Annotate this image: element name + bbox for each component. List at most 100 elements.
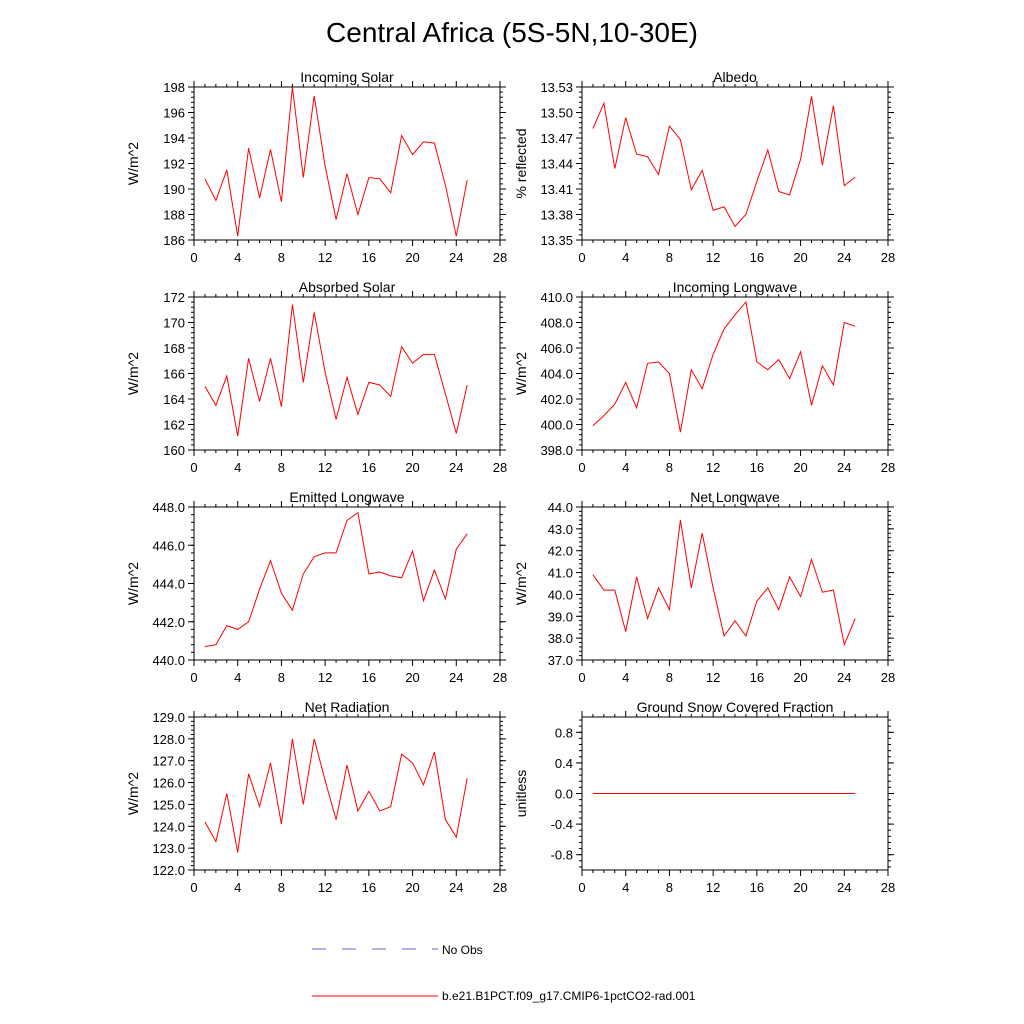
panel-title: Net Radiation (305, 699, 390, 715)
y-tick-label: 38.0 (548, 631, 573, 646)
y-tick-label: 0.4 (555, 756, 573, 771)
x-tick-label: 12 (706, 460, 720, 475)
y-tick-label: 13.44 (540, 157, 573, 172)
x-tick-label: 28 (881, 880, 895, 895)
y-axis-label: W/m^2 (513, 352, 529, 395)
y-tick-label: 398.0 (540, 443, 573, 458)
y-tick-label: 37.0 (548, 653, 573, 668)
x-tick-label: 24 (837, 670, 851, 685)
x-tick-label: 12 (706, 250, 720, 265)
x-tick-label: 16 (362, 880, 376, 895)
plot-frame (581, 296, 889, 451)
x-tick-label: 8 (666, 880, 673, 895)
y-tick-label: 168 (163, 341, 185, 356)
y-tick-label: 170 (163, 316, 185, 331)
y-axis-label: W/m^2 (125, 562, 141, 605)
y-tick-label: 440.0 (152, 653, 185, 668)
y-tick-label: 13.35 (540, 233, 573, 248)
y-tick-label: 408.0 (540, 316, 573, 331)
legend: No Obs b.e21.B1PCT.f09_g17.CMIP6-1pctCO2… (312, 943, 696, 1003)
x-tick-label: 28 (493, 670, 507, 685)
panel-net-longwave: Net Longwave W/m^2 0 4 8 12 16 20 24 28 37.0 38.0 39… (513, 489, 895, 685)
y-tick-label: 172 (163, 290, 185, 305)
y-tick-label: 400.0 (540, 418, 573, 433)
y-tick-label: 13.53 (540, 80, 573, 95)
panel-title: Albedo (713, 69, 757, 85)
x-tick-label: 20 (793, 250, 807, 265)
x-tick-label: 4 (234, 250, 241, 265)
y-tick-label: 39.0 (548, 609, 573, 624)
x-tick-label: 12 (318, 670, 332, 685)
x-tick-label: 16 (750, 670, 764, 685)
x-tick-label: 4 (622, 250, 629, 265)
x-tick-label: 12 (318, 460, 332, 475)
y-tick-label: 128.0 (152, 732, 185, 747)
y-tick-label: 196 (163, 106, 185, 121)
y-axis-label: W/m^2 (513, 562, 529, 605)
y-tick-label: 186 (163, 233, 185, 248)
panel-title: Incoming Longwave (673, 279, 798, 295)
x-tick-label: 12 (706, 880, 720, 895)
y-tick-label: 188 (163, 208, 185, 223)
y-tick-label: 44.0 (548, 500, 573, 515)
y-tick-label: 122.0 (152, 863, 185, 878)
x-tick-label: 28 (493, 460, 507, 475)
x-tick-label: 8 (278, 670, 285, 685)
panel-title: Ground Snow Covered Fraction (637, 699, 834, 715)
y-tick-label: 13.50 (540, 106, 573, 121)
x-tick-label: 0 (190, 250, 197, 265)
x-tick-label: 20 (793, 670, 807, 685)
y-tick-label: 127.0 (152, 754, 185, 769)
y-tick-label: 164 (163, 392, 185, 407)
y-tick-label: 442.0 (152, 615, 185, 630)
y-tick-label: 166 (163, 367, 185, 382)
x-tick-label: 20 (793, 460, 807, 475)
y-tick-label: 194 (163, 131, 185, 146)
y-tick-label: 448.0 (152, 500, 185, 515)
x-tick-label: 24 (449, 460, 463, 475)
x-tick-label: 16 (362, 250, 376, 265)
panel-title: Net Longwave (690, 489, 780, 505)
series-line (204, 511, 468, 648)
panel-emitted-longwave: Emitted Longwave W/m^2 0 4 8 12 16 20 24 28 440.0 4… (125, 489, 507, 685)
x-tick-label: 28 (881, 460, 895, 475)
x-tick-label: 12 (318, 880, 332, 895)
y-tick-label: 198 (163, 80, 185, 95)
x-tick-label: 28 (881, 250, 895, 265)
x-tick-label: 8 (278, 880, 285, 895)
x-tick-label: 0 (578, 880, 585, 895)
x-tick-label: 12 (318, 250, 332, 265)
y-tick-label: 13.38 (540, 208, 573, 223)
y-tick-label: 406.0 (540, 341, 573, 356)
x-tick-label: 24 (449, 250, 463, 265)
panel-net-radiation: Net Radiation W/m^2 0 4 8 12 16 20 24 28 122.0 123.… (125, 699, 507, 895)
plot-frame (581, 506, 889, 661)
x-tick-label: 4 (234, 670, 241, 685)
plot-frame (193, 716, 501, 871)
y-tick-label: 162 (163, 418, 185, 433)
x-tick-label: 0 (190, 460, 197, 475)
x-tick-label: 28 (493, 880, 507, 895)
y-tick-label: 43.0 (548, 522, 573, 537)
x-tick-label: 20 (405, 250, 419, 265)
x-tick-label: 0 (578, 670, 585, 685)
x-tick-label: 28 (881, 670, 895, 685)
y-tick-label: 126.0 (152, 776, 185, 791)
y-tick-label: 13.41 (540, 182, 573, 197)
y-tick-label: 42.0 (548, 544, 573, 559)
x-tick-label: 20 (405, 880, 419, 895)
x-tick-label: 20 (793, 880, 807, 895)
x-tick-label: 24 (837, 460, 851, 475)
x-tick-label: 28 (493, 250, 507, 265)
panel-title: Absorbed Solar (299, 279, 396, 295)
series-line (204, 86, 468, 237)
y-tick-label: 124.0 (152, 819, 185, 834)
x-tick-label: 4 (622, 670, 629, 685)
x-tick-label: 24 (449, 670, 463, 685)
y-tick-label: 13.47 (540, 131, 573, 146)
x-tick-label: 4 (622, 460, 629, 475)
x-tick-label: 4 (622, 880, 629, 895)
x-tick-label: 12 (706, 670, 720, 685)
